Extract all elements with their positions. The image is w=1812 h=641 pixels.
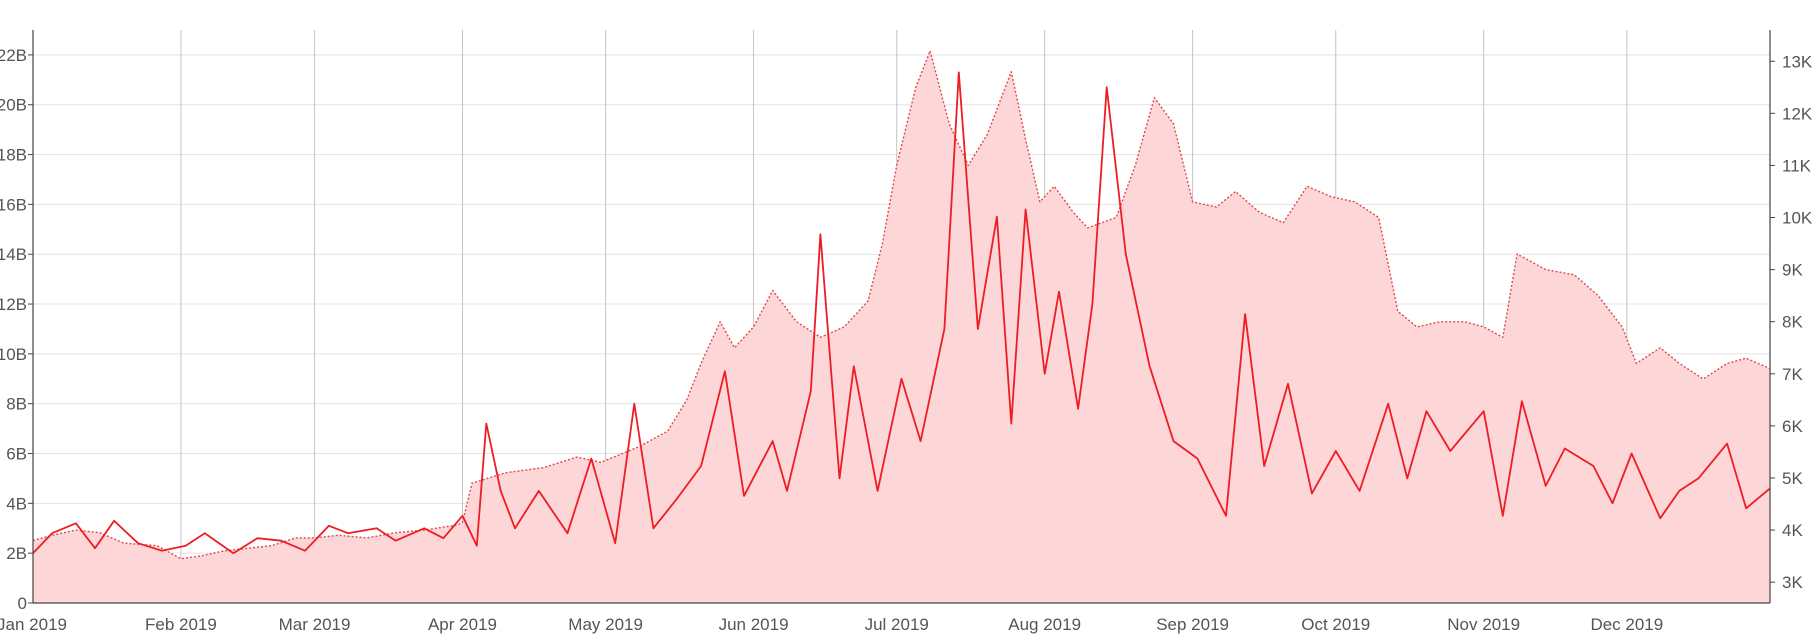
x-tick-label: Dec 2019 <box>1590 615 1663 634</box>
series-0-line <box>32 50 1771 560</box>
x-tick-label: Apr 2019 <box>428 615 497 634</box>
left-tick-label: 14B <box>0 245 27 264</box>
right-tick-label: 5K <box>1782 469 1803 488</box>
left-tick-label: 18B <box>0 146 27 165</box>
right-tick-label: 3K <box>1782 573 1803 592</box>
right-tick-label: 10K <box>1782 209 1812 228</box>
right-axis-ticks: 3K 4K 5K 6K 7K 8K 9K 10K 11K 12K 13K <box>1770 52 1812 592</box>
x-tick-label: Jul 2019 <box>865 615 929 634</box>
right-tick-label: 8K <box>1782 313 1803 332</box>
left-tick-label: 0 <box>18 594 27 613</box>
x-tick-label: Sep 2019 <box>1156 615 1229 634</box>
left-axis-ticks: 0 2B 4B 6B 8B 10B 12B 14B 16B 18B 20B 22B <box>0 46 33 613</box>
right-tick-label: 6K <box>1782 417 1803 436</box>
series-1-line <box>32 71 1771 555</box>
right-tick-label: 13K <box>1782 52 1812 71</box>
x-tick-label: Nov 2019 <box>1447 615 1520 634</box>
axes <box>32 30 1771 604</box>
left-tick-label: 16B <box>0 195 27 214</box>
right-tick-label: 11K <box>1782 156 1812 175</box>
x-axis-ticks: Jan 2019 Feb 2019 Mar 2019 Apr 2019 May 2019… <box>0 615 1663 634</box>
series-layer <box>32 50 1771 604</box>
right-tick-label: 12K <box>1782 104 1812 123</box>
x-tick-label: Jun 2019 <box>719 615 789 634</box>
left-tick-label: 4B <box>6 494 27 513</box>
left-tick-label: 6B <box>6 445 27 464</box>
right-tick-label: 4K <box>1782 521 1803 540</box>
x-tick-label: Mar 2019 <box>279 615 351 634</box>
left-tick-label: 10B <box>0 345 27 364</box>
right-tick-label: 9K <box>1782 261 1803 280</box>
x-tick-label: Aug 2019 <box>1008 615 1081 634</box>
right-tick-label: 7K <box>1782 365 1803 384</box>
left-tick-label: 2B <box>6 544 27 563</box>
left-tick-label: 12B <box>0 295 27 314</box>
left-tick-label: 8B <box>6 395 27 414</box>
x-tick-label: Feb 2019 <box>145 615 217 634</box>
left-tick-label: 22B <box>0 46 27 65</box>
series-0-area <box>33 50 1770 604</box>
x-tick-label: Jan 2019 <box>0 615 67 634</box>
x-tick-label: May 2019 <box>568 615 643 634</box>
x-tick-label: Oct 2019 <box>1301 615 1370 634</box>
left-tick-label: 20B <box>0 96 27 115</box>
